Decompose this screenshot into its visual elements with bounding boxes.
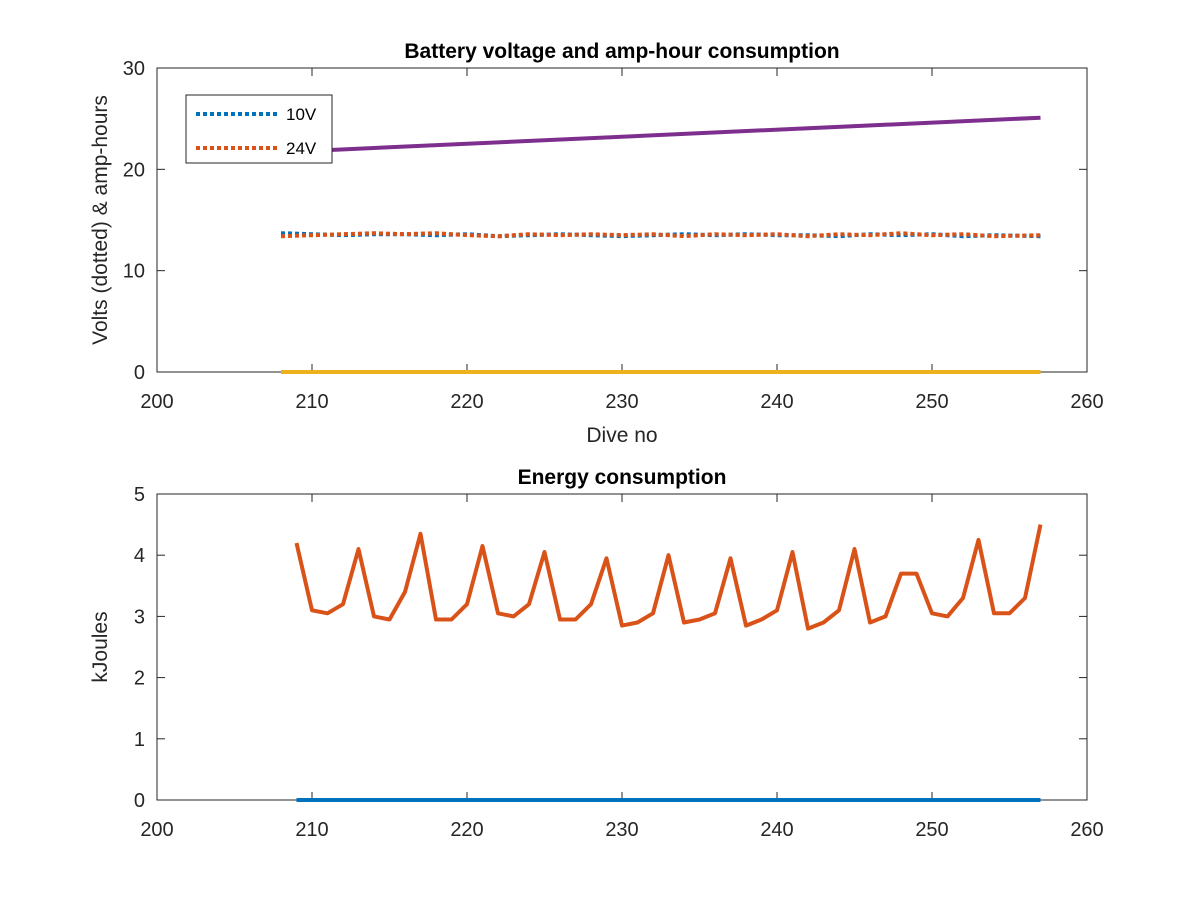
series-line-3 (327, 115, 1041, 153)
series-line-24v (280, 231, 1041, 239)
y-axis-label: kJoules (89, 611, 112, 682)
legend: 10V 24V (185, 94, 333, 164)
energy-plot: 200 210 220 230 240 250 260 0 1 2 3 4 5 Energy consum… (89, 466, 1104, 841)
x-tick-label: 230 (605, 391, 638, 413)
x-tick-label: 200 (140, 819, 173, 841)
x-tick-label: 220 (450, 391, 483, 413)
axes-box (156, 493, 1088, 801)
x-tick-label: 250 (915, 819, 948, 841)
legend-label-24v: 24V (286, 139, 317, 158)
x-tick-label: 240 (760, 391, 793, 413)
x-tick-label: 200 (140, 391, 173, 413)
y-tick-label: 20 (123, 159, 145, 181)
x-tick-label: 260 (1070, 391, 1103, 413)
y-tick-label: 30 (123, 58, 145, 80)
x-tick-label: 210 (295, 819, 328, 841)
legend-box (185, 94, 333, 164)
x-tick-label: 240 (760, 819, 793, 841)
x-tick-label: 250 (915, 391, 948, 413)
chart-title: Energy consumption (518, 466, 727, 489)
x-tick-label: 210 (295, 391, 328, 413)
voltage-amphour-plot: 200 210 220 230 240 250 260 0 10 20 30 Battery volt… (89, 40, 1104, 447)
x-tick-label: 230 (605, 819, 638, 841)
y-tick-label: 0 (134, 790, 145, 812)
y-tick-label: 4 (134, 545, 145, 567)
series-line-1 (294, 524, 1043, 631)
x-axis-label: Dive no (586, 424, 657, 447)
legend-label-10v: 10V (286, 105, 317, 124)
x-tick-label: 260 (1070, 819, 1103, 841)
chart-title: Battery voltage and amp-hour consumption (404, 40, 839, 63)
y-tick-label: 10 (123, 261, 145, 283)
y-tick-label: 2 (134, 668, 145, 690)
y-axis-label: Volts (dotted) & amp-hours (89, 95, 112, 345)
y-tick-label: 5 (134, 484, 145, 506)
y-tick-label: 1 (134, 729, 145, 751)
y-tick-label: 3 (134, 606, 145, 628)
x-tick-label: 220 (450, 819, 483, 841)
y-tick-label: 0 (134, 362, 145, 384)
